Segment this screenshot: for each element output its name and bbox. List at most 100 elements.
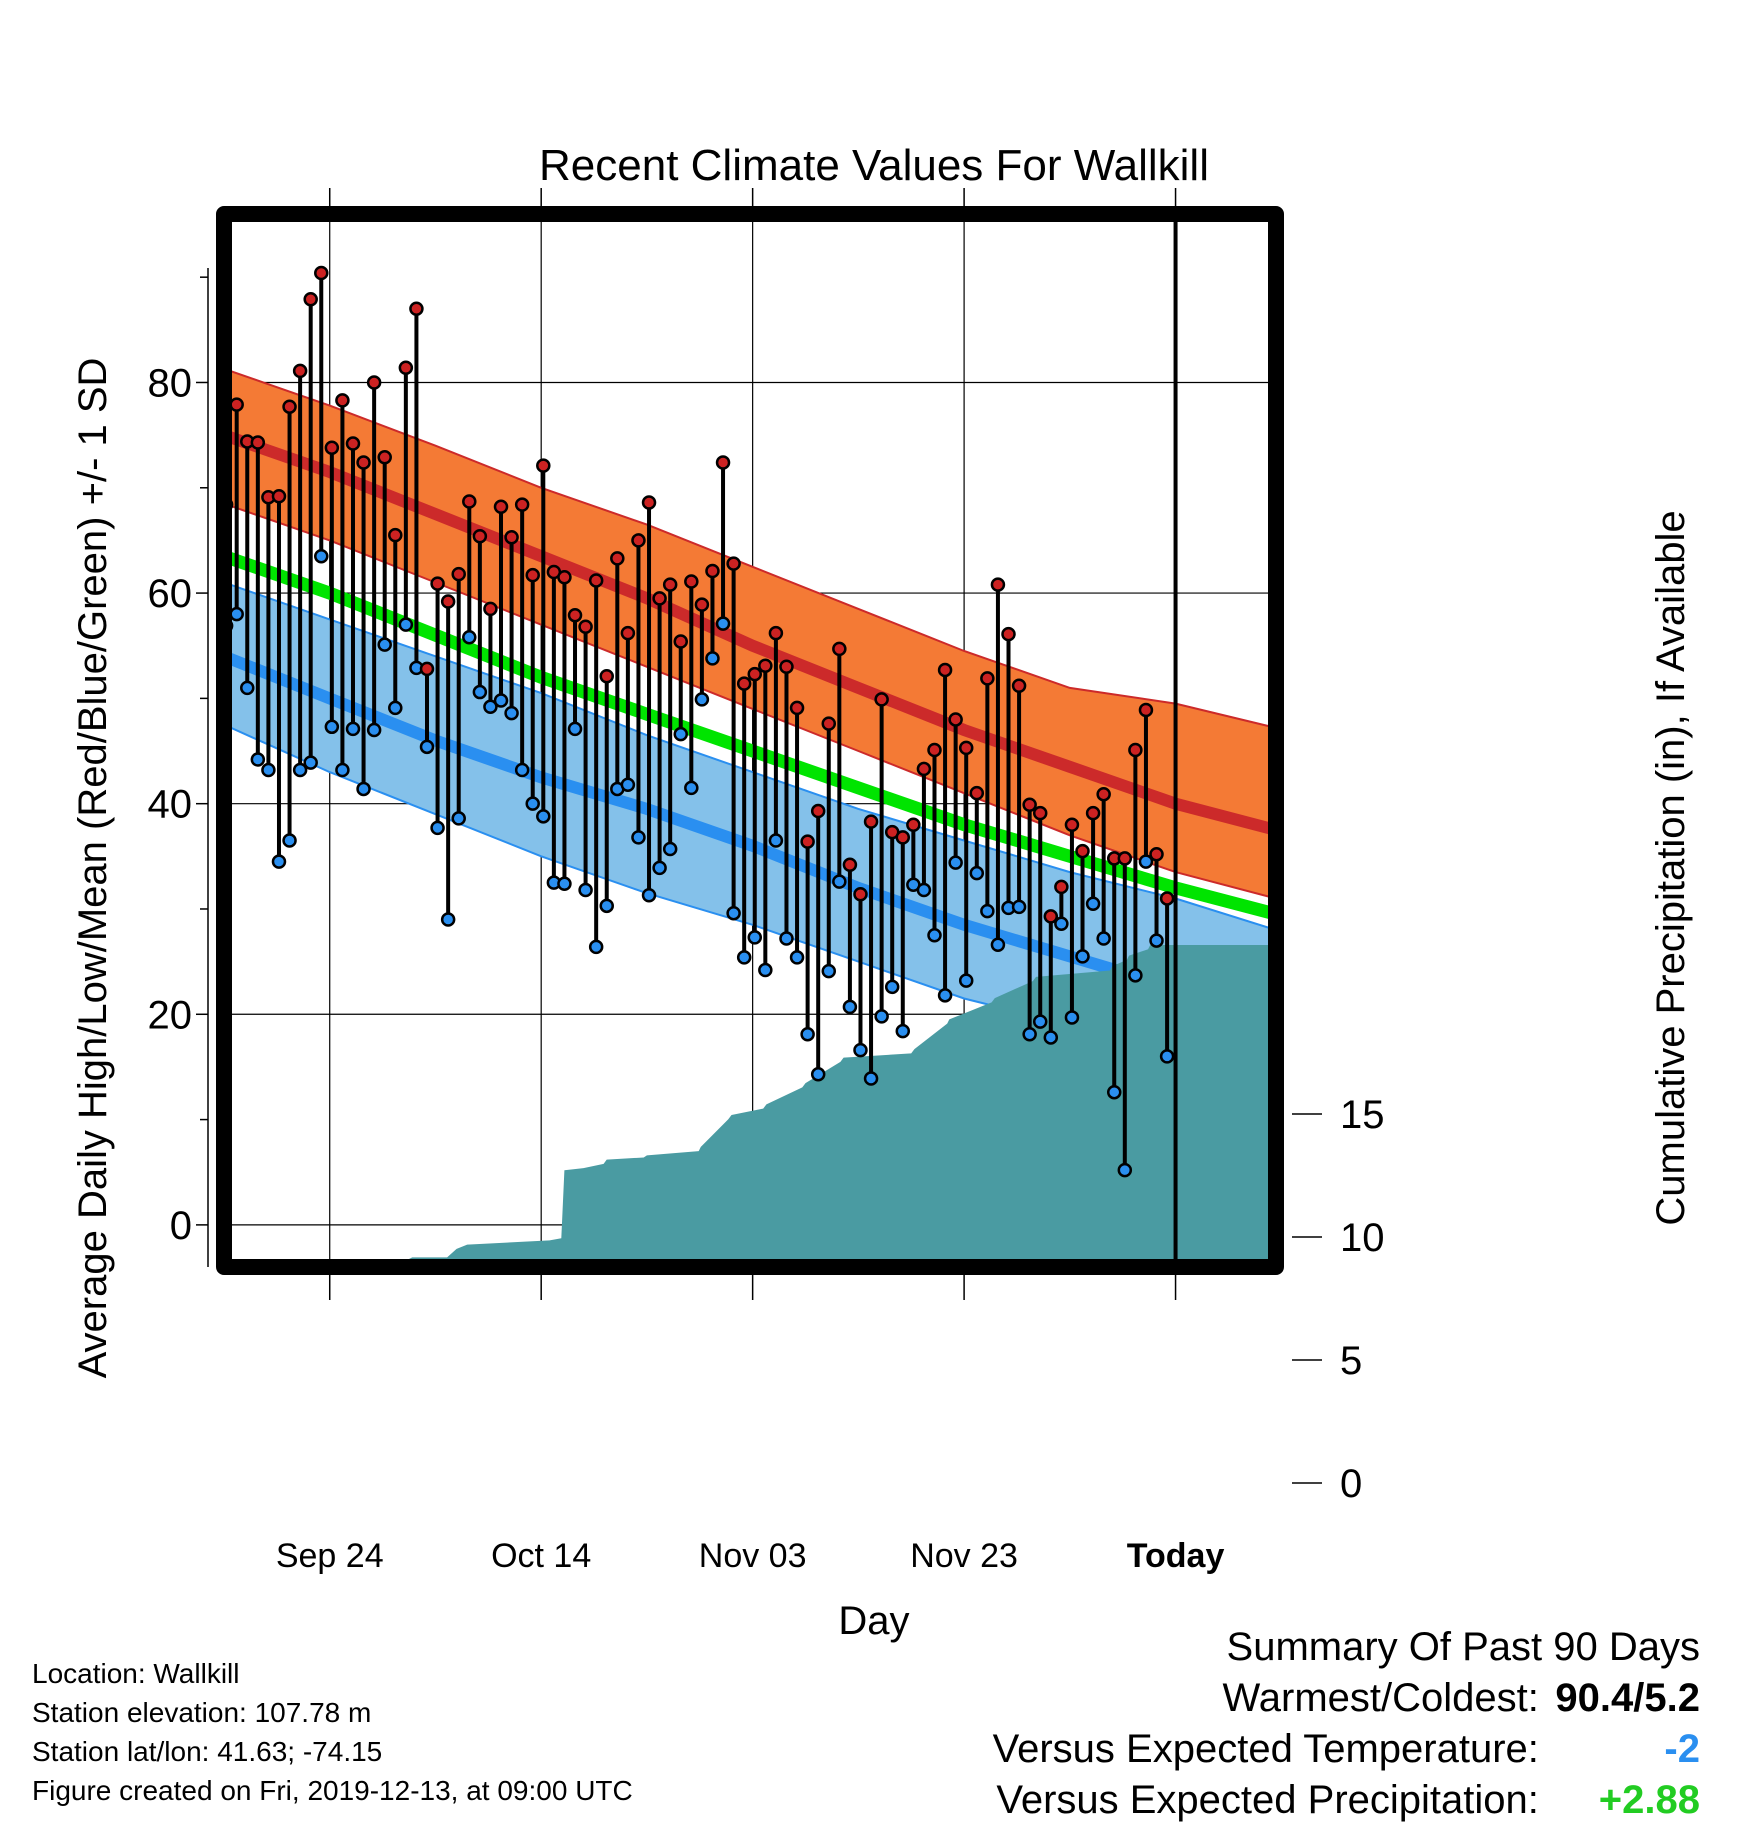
high-point [768, 625, 784, 641]
high-point [514, 497, 530, 512]
low-point [419, 739, 435, 755]
high-point [493, 499, 509, 514]
low-point [705, 651, 720, 666]
y-tick-label: 20 [148, 993, 193, 1037]
high-point [916, 761, 932, 777]
precip-area [224, 945, 1276, 1267]
low-point [314, 548, 329, 564]
low-point [525, 796, 540, 811]
high-point [694, 597, 710, 612]
y-axis-label: Average Daily High/Low/Mean (Red/Blue/Gr… [71, 358, 115, 1379]
low-point [937, 988, 953, 1003]
high-point [736, 676, 752, 691]
high-point [1096, 786, 1111, 802]
high-point [948, 712, 963, 727]
temp-vs-expected-value: -2 [1664, 1727, 1700, 1771]
high-point [789, 700, 805, 716]
high-point [525, 567, 540, 583]
high-point [853, 886, 868, 902]
high-point [388, 527, 403, 543]
high-point [969, 785, 985, 801]
low-point [853, 1042, 868, 1058]
low-point [282, 833, 297, 848]
high-point [937, 662, 953, 678]
high-point [451, 566, 466, 582]
high-point [324, 440, 340, 456]
low-point [631, 830, 646, 845]
low-point [229, 606, 244, 622]
low-point [398, 617, 414, 632]
low-point [874, 1009, 889, 1024]
precip-vs-expected-row: Versus Expected Precipitation: +2.88 [993, 1775, 1700, 1826]
low-point [451, 811, 466, 826]
high-point [314, 265, 329, 281]
high-point [726, 556, 741, 571]
temp-vs-expected-row: Versus Expected Temperature: -2 [993, 1724, 1700, 1775]
low-point [557, 876, 572, 891]
high-point [271, 488, 287, 504]
high-point [430, 576, 445, 591]
plot-clip-group: 90 Days [224, 214, 1276, 1267]
low-point [694, 692, 710, 707]
high-point [906, 817, 921, 832]
high-point [557, 570, 572, 585]
low-point [483, 699, 498, 715]
low-point [990, 937, 1006, 953]
temp-vs-expected-label: Versus Expected Temperature: [992, 1727, 1539, 1771]
low-point [430, 820, 445, 836]
high-point [536, 458, 551, 473]
high-point [874, 692, 889, 707]
low-point [779, 931, 794, 946]
high-point [758, 658, 773, 673]
low-point [800, 1027, 815, 1042]
low-point [536, 809, 551, 824]
low-point [1032, 1014, 1048, 1029]
y2-tick-label: 10 [1340, 1216, 1385, 1260]
high-point [1149, 846, 1164, 862]
summary-panel: Summary Of Past 90 Days Warmest/Coldest:… [993, 1622, 1700, 1826]
low-point [377, 637, 392, 652]
high-point [578, 619, 593, 635]
high-point [620, 625, 636, 641]
high-point [229, 397, 244, 412]
high-point [652, 591, 667, 606]
low-point [832, 874, 847, 889]
low-point [292, 762, 308, 778]
y2-tick-label: 5 [1340, 1339, 1362, 1383]
low-point [715, 616, 731, 631]
plot-frame [216, 206, 1284, 1275]
high-point [1064, 817, 1080, 832]
low-point [567, 721, 583, 737]
low-point [969, 865, 985, 881]
high-point [398, 360, 414, 375]
low-point [821, 963, 837, 979]
high-point [303, 292, 318, 307]
y-tick-label: 60 [148, 572, 193, 616]
low-point [768, 833, 784, 848]
high-point [1054, 879, 1069, 895]
high-sd-band [224, 367, 1276, 900]
low-point [673, 726, 688, 742]
precip-vs-expected-label: Versus Expected Precipitation: [996, 1778, 1539, 1822]
high-point [800, 834, 815, 849]
y2-tick-label: 0 [1340, 1462, 1362, 1506]
y2-tick-label: 15 [1340, 1093, 1385, 1137]
low-point [980, 903, 995, 919]
warmest-coldest-value: 90.4/5.2 [1555, 1676, 1700, 1720]
high-point [610, 551, 625, 566]
low-point [1064, 1010, 1080, 1025]
high-mean-line [224, 429, 1276, 836]
low-point [747, 930, 763, 945]
low-point [462, 630, 477, 645]
high-point [927, 742, 942, 758]
high-point [1117, 851, 1133, 866]
low-point [440, 912, 456, 927]
high-point [1011, 678, 1027, 693]
low-point [1043, 1030, 1059, 1045]
high-point [292, 363, 308, 379]
high-point [567, 607, 583, 623]
low-point [356, 781, 371, 797]
high-point [504, 530, 519, 545]
low-point [335, 762, 350, 778]
